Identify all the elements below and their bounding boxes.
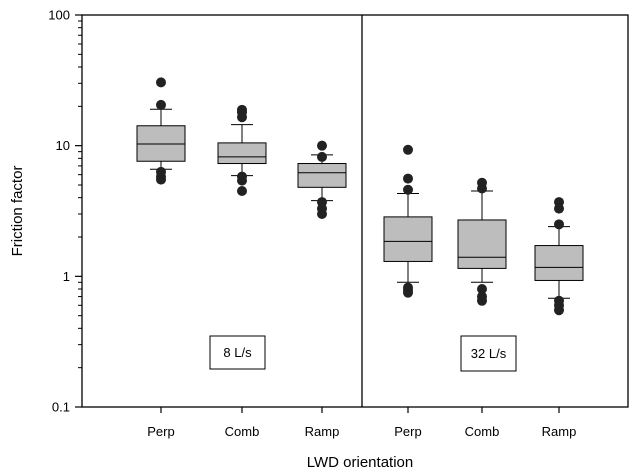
box-perp-1 bbox=[136, 77, 186, 185]
outlier-point bbox=[554, 203, 564, 214]
x-tick-label: Perp bbox=[147, 424, 174, 439]
plot-frame bbox=[81, 14, 629, 408]
outlier-point bbox=[403, 144, 413, 155]
box-series bbox=[136, 77, 584, 316]
panel-label-text: 8 L/s bbox=[223, 345, 252, 360]
iqr-box bbox=[534, 245, 584, 281]
outlier-point bbox=[237, 175, 247, 186]
x-tick-label: Comb bbox=[225, 424, 260, 439]
outlier-point bbox=[237, 112, 247, 123]
y-axis: 0.1 1 10 100 bbox=[48, 8, 82, 415]
iqr-box bbox=[457, 219, 507, 269]
box-perp-2 bbox=[383, 144, 433, 298]
panel-label-box bbox=[209, 335, 266, 370]
outlier-point bbox=[237, 185, 247, 196]
outlier-point bbox=[554, 305, 564, 316]
outlier-point bbox=[403, 184, 413, 195]
plot-area-border bbox=[81, 14, 629, 408]
x-axis: Perp Comb Ramp Perp Comb Ramp bbox=[147, 407, 576, 439]
y-tick-label: 1 bbox=[63, 269, 70, 284]
iqr-box bbox=[217, 142, 267, 165]
outlier-point bbox=[317, 208, 327, 219]
outlier-point bbox=[156, 174, 166, 185]
outlier-point bbox=[403, 287, 413, 298]
y-tick-label: 100 bbox=[48, 8, 70, 23]
x-tick-label: Ramp bbox=[542, 424, 577, 439]
x-tick-label: Ramp bbox=[305, 424, 340, 439]
x-tick-label: Comb bbox=[465, 424, 500, 439]
panel-labels: 8 L/s 32 L/s bbox=[209, 335, 517, 372]
box-comb-2 bbox=[457, 177, 507, 306]
outlier-point bbox=[317, 140, 327, 151]
outlier-point bbox=[477, 183, 487, 194]
box-ramp-2 bbox=[534, 197, 584, 316]
panel-label-text: 32 L/s bbox=[471, 346, 507, 361]
iqr-box bbox=[297, 163, 347, 188]
outlier-point bbox=[317, 151, 327, 162]
outlier-point bbox=[477, 295, 487, 306]
outlier-point bbox=[403, 173, 413, 184]
y-axis-title: Friction factor bbox=[9, 166, 26, 257]
outlier-point bbox=[156, 99, 166, 110]
outlier-point bbox=[156, 77, 166, 88]
box-ramp-1 bbox=[297, 140, 347, 219]
x-tick-label: Perp bbox=[394, 424, 421, 439]
outlier-point bbox=[554, 219, 564, 230]
outlier-point bbox=[477, 283, 487, 294]
panel-label-box bbox=[460, 335, 517, 372]
y-tick-label: 0.1 bbox=[52, 400, 70, 415]
iqr-box bbox=[383, 216, 433, 262]
box-comb-1 bbox=[217, 104, 267, 196]
y-tick-label: 10 bbox=[56, 138, 70, 153]
x-axis-title: LWD orientation bbox=[307, 454, 413, 471]
